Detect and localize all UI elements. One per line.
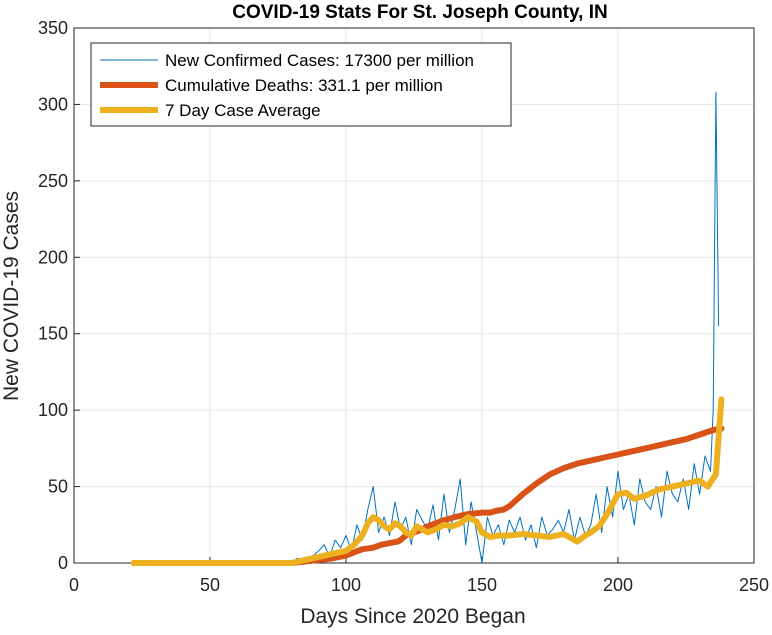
x-tick-label: 100 <box>331 575 361 595</box>
legend: New Confirmed Cases: 17300 per million Cu… <box>90 42 512 127</box>
x-tick-label: 150 <box>467 575 497 595</box>
y-tick-label: 300 <box>38 94 68 114</box>
legend-label-1: New Confirmed Cases: 17300 per million <box>165 51 474 70</box>
plot-area-frame <box>73 27 755 564</box>
axis-ticks: 0 50 100 150 200 250 0 50 100 150 200 250 300 350 <box>38 18 769 595</box>
x-tick-label: 200 <box>603 575 633 595</box>
legend-box <box>90 42 512 127</box>
x-axis-label: Days Since 2020 Began <box>300 605 525 628</box>
y-tick-label: 100 <box>38 400 68 420</box>
x-tick-label: 50 <box>200 575 220 595</box>
y-tick-label: 50 <box>48 477 68 497</box>
legend-label-2: Cumulative Deaths: 331.1 per million <box>165 76 443 95</box>
y-tick-label: 250 <box>38 171 68 191</box>
chart-title: COVID-19 Stats For St. Joseph County, IN <box>232 2 607 23</box>
y-tick-label: 350 <box>38 18 68 38</box>
series-line-2 <box>130 425 725 566</box>
x-tick-label: 250 <box>739 575 769 595</box>
data-series <box>130 91 725 566</box>
series-line-3 <box>130 396 725 566</box>
y-tick-label: 200 <box>38 247 68 267</box>
y-tick-label: 150 <box>38 324 68 344</box>
legend-label-3: 7 Day Case Average <box>165 101 321 120</box>
y-axis-label: New COVID-19 Cases <box>0 191 23 401</box>
x-tick-label: 0 <box>69 575 79 595</box>
y-tick-label: 0 <box>58 553 68 573</box>
